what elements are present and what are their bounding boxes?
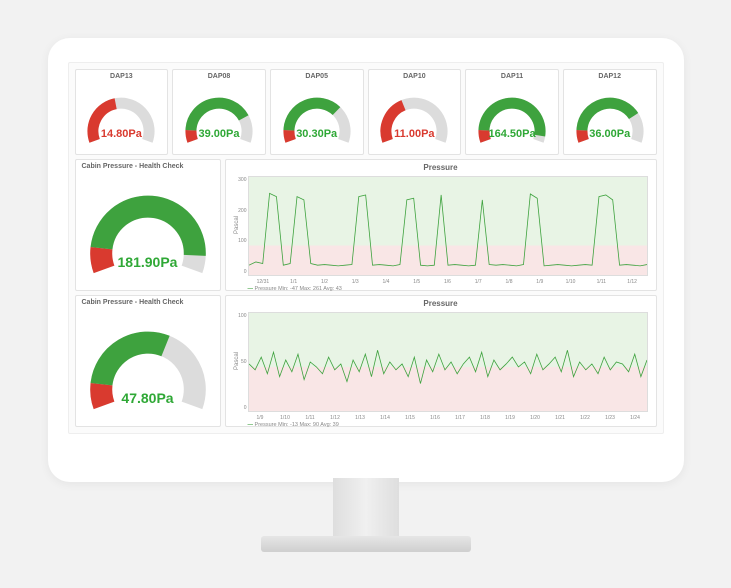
gauge-value: 14.80Pa — [76, 128, 168, 140]
gauge-title: DAP12 — [564, 70, 656, 80]
chart-yticks: 100500 — [231, 313, 247, 411]
chart-body: Pascal 3002001000 — [226, 172, 656, 278]
gauge-value: 47.80Pa — [76, 390, 220, 406]
monitor-frame: DAP13 14.80Pa DAP08 39.00Pa DAP05 30.30P… — [48, 38, 684, 482]
gauge-graphic — [271, 80, 363, 152]
gauge-value: 11.00Pa — [369, 128, 461, 140]
chart-legend: — Pressure Min: -13 Max: 90 Avg: 39 — [226, 421, 656, 430]
chart-yticks: 3002001000 — [231, 177, 247, 275]
gauge-title: DAP13 — [76, 70, 168, 80]
big-gauge-title: Cabin Pressure - Health Check — [76, 296, 220, 306]
gauge-value: 36.00Pa — [564, 128, 656, 140]
chart-plot: 100500 — [248, 312, 648, 412]
chart-body: Pascal 100500 — [226, 308, 656, 414]
gauge-panel-dap13: DAP13 14.80Pa — [75, 69, 169, 155]
gauge-graphic — [76, 80, 168, 152]
gauge-title: DAP11 — [466, 70, 558, 80]
gauge-panel-dap08: DAP08 39.00Pa — [172, 69, 266, 155]
gauge-panel-dap12: DAP12 36.00Pa — [563, 69, 657, 155]
big-gauge-panel-2: Cabin Pressure - Health Check 47.80Pa — [75, 295, 221, 427]
gauge-row: DAP13 14.80Pa DAP08 39.00Pa DAP05 30.30P… — [75, 69, 657, 155]
gauge-graphic — [76, 306, 220, 424]
gauge-title: DAP08 — [173, 70, 265, 80]
gauge-value: 181.90Pa — [76, 254, 220, 270]
gauge-title: DAP10 — [369, 70, 461, 80]
chart-title: Pressure — [226, 296, 656, 308]
gauge-graphic — [564, 80, 656, 152]
monitor-stand-neck — [333, 478, 399, 538]
big-gauge-panel-1: Cabin Pressure - Health Check 181.90Pa — [75, 159, 221, 291]
gauge-graphic — [369, 80, 461, 152]
detail-row-1: Cabin Pressure - Health Check 181.90Pa P… — [75, 159, 657, 291]
gauge-value: 39.00Pa — [173, 128, 265, 140]
gauge-graphic — [466, 80, 558, 152]
chart-xticks: 12/311/11/21/31/41/51/61/71/81/91/101/11… — [226, 278, 656, 285]
pressure-chart-panel-2: Pressure Pascal 100500 1/91/101/111/121/… — [225, 295, 657, 427]
gauge-value: 30.30Pa — [271, 128, 363, 140]
chart-plot: 3002001000 — [248, 176, 648, 276]
dashboard-screen: DAP13 14.80Pa DAP08 39.00Pa DAP05 30.30P… — [68, 62, 664, 434]
gauge-panel-dap11: DAP11 164.50Pa — [465, 69, 559, 155]
detail-row-2: Cabin Pressure - Health Check 47.80Pa Pr… — [75, 295, 657, 427]
gauge-value: 164.50Pa — [466, 128, 558, 140]
chart-title: Pressure — [226, 160, 656, 172]
gauge-graphic — [76, 170, 220, 288]
gauge-graphic — [173, 80, 265, 152]
chart-xticks: 1/91/101/111/121/131/141/151/161/171/181… — [226, 414, 656, 421]
big-gauge-title: Cabin Pressure - Health Check — [76, 160, 220, 170]
gauge-panel-dap10: DAP10 11.00Pa — [368, 69, 462, 155]
pressure-chart-panel-1: Pressure Pascal 3002001000 12/311/11/21/… — [225, 159, 657, 291]
gauge-panel-dap05: DAP05 30.30Pa — [270, 69, 364, 155]
monitor-stand-base — [261, 536, 471, 552]
chart-legend: — Pressure Min: -47 Max: 261 Avg: 43 — [226, 285, 656, 294]
gauge-title: DAP05 — [271, 70, 363, 80]
